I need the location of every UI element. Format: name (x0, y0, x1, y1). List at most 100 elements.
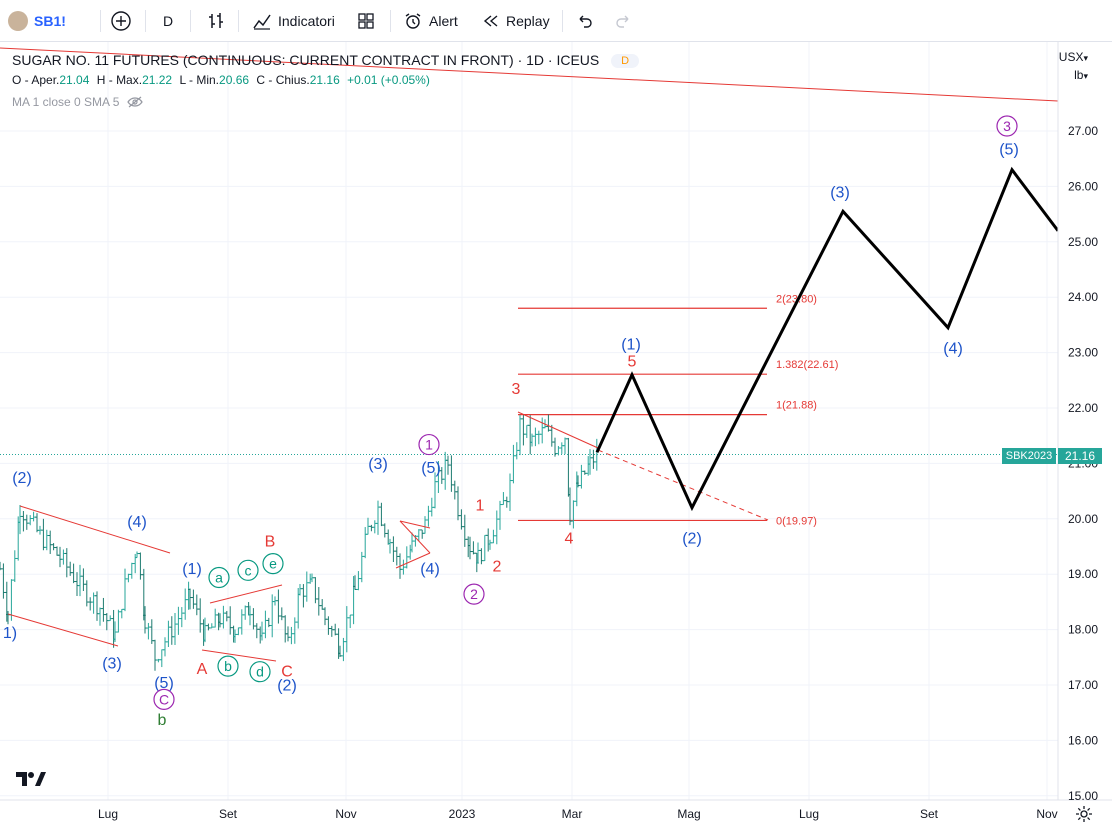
price-axis (1058, 42, 1112, 830)
wave-label-circle (463, 583, 485, 605)
wave-label-text: a (215, 570, 223, 586)
wave-label: 5 (628, 353, 637, 370)
fib-level-label: 1(21.88) (776, 400, 817, 412)
x-tick-label: Nov (1036, 807, 1057, 821)
replay-button[interactable]: Replay (482, 6, 550, 36)
change-value: +0.01 (+0.05%) (347, 73, 430, 87)
alert-button[interactable]: Alert (403, 6, 458, 36)
wave-label-text: (2) (12, 470, 32, 487)
wave-label: 1 (418, 433, 440, 456)
x-tick-label: Lug (98, 807, 118, 821)
chart-legend-title: SUGAR NO. 11 FUTURES (CONTINUOUS: CURREN… (12, 52, 640, 69)
rewind-icon (483, 15, 498, 27)
replay-label: Replay (506, 13, 550, 29)
wave-label: a (208, 566, 230, 589)
trend-line (399, 520, 431, 529)
y-tick-label: 19.00 (1068, 567, 1098, 581)
wave-label-circle (237, 559, 259, 581)
alert-label: Alert (429, 13, 458, 29)
layouts-button[interactable] (356, 6, 376, 36)
indicators-icon (253, 14, 271, 30)
y-tick-label: 27.00 (1068, 124, 1098, 138)
indicators-button[interactable]: Indicatori (252, 6, 335, 36)
tradingview-logo[interactable] (16, 770, 46, 793)
x-tick-label: Nov (335, 807, 356, 821)
wave-label: e (262, 553, 284, 575)
price-chart[interactable]: 2(23.80) 1.382(22.61) 1(21.88) 0(19.97) (2)… (0, 42, 1112, 830)
wave-label: B (265, 534, 276, 551)
high-label: H - Max. (96, 73, 143, 87)
alarm-clock-icon (405, 13, 421, 29)
wave-label-text: (5) (154, 675, 174, 692)
wave-label: 3 (512, 381, 521, 398)
fib-level-label: 0(19.97) (776, 515, 817, 527)
close-label: C - Chius. (256, 73, 310, 87)
wave-label: 4 (565, 531, 574, 548)
undo-button[interactable] (576, 6, 594, 36)
eye-hidden-icon[interactable] (127, 96, 144, 108)
fib-level-label: 1.382(22.61) (776, 359, 838, 371)
interval-button[interactable]: D (163, 6, 173, 36)
wave-label-circle (418, 433, 440, 456)
grid-layout-icon (358, 13, 374, 29)
symbol-logo-icon (8, 11, 28, 31)
legend-title: SUGAR NO. 11 FUTURES (CONTINUOUS: CURREN… (12, 52, 600, 68)
add-symbol-button[interactable] (110, 6, 132, 36)
wave-label-circle (996, 115, 1018, 137)
trend-line (0, 47, 1059, 102)
wave-label-text: C (159, 691, 169, 707)
wave-label: (3) (102, 655, 122, 672)
y-tick-label: 22.00 (1068, 401, 1098, 415)
currency-selector[interactable]: USX▾ (1059, 50, 1088, 64)
wave-label: (3) (368, 456, 388, 473)
y-tick-label: 25.00 (1068, 235, 1098, 249)
wave-label-text: (3) (102, 655, 122, 672)
plus-circle-icon (111, 11, 131, 31)
wave-label-text: 4 (565, 531, 574, 548)
bar-chart-style-icon (209, 13, 223, 28)
close-value: 21.16 (309, 73, 340, 87)
wave-label: 2 (493, 558, 502, 575)
wave-label-text: (3) (368, 456, 388, 473)
x-tick-label: Mar (562, 807, 583, 821)
indicators-label: Indicatori (278, 13, 335, 29)
wave-label: (1) (621, 336, 641, 353)
wave-label: (4) (943, 341, 963, 358)
open-label: O - Aper. (12, 73, 60, 87)
wave-label-circle (208, 566, 230, 589)
y-tick-label: 18.00 (1068, 623, 1098, 637)
symbol-search-button[interactable]: SB1! (8, 6, 66, 36)
y-tick-label: 26.00 (1068, 179, 1098, 193)
ma-indicator-legend[interactable]: MA 1 close 0 SMA 5 (12, 95, 144, 109)
wave-label-text: 3 (1003, 118, 1011, 134)
wave-label-circle (262, 553, 284, 575)
wave-label: (2) (682, 531, 702, 548)
last-price-tag: 21.16 (1058, 448, 1102, 464)
wave-label-text: b (224, 658, 232, 674)
projection-path (595, 166, 1060, 512)
wave-label-text: B (265, 534, 276, 551)
wave-label-text: (5) (999, 141, 1019, 158)
wave-label-text: 2 (493, 558, 502, 575)
wave-label: C (281, 664, 293, 681)
chart-style-button[interactable] (206, 6, 226, 36)
x-tick-label: Set (219, 807, 238, 821)
wave-label-text: (4) (943, 341, 963, 358)
wave-label: (4) (127, 514, 147, 531)
wave-label-text: 1 (425, 437, 433, 453)
wave-label: (4) (420, 561, 440, 578)
wave-label: 1) (3, 625, 17, 642)
wave-label: A (197, 661, 208, 678)
trend-line (395, 552, 431, 569)
unit-selector[interactable]: lb▾ (1074, 68, 1088, 82)
wave-label-text: 2 (470, 586, 478, 602)
y-tick-label: 15.00 (1068, 789, 1098, 803)
settings-button[interactable] (1075, 805, 1093, 828)
redo-button[interactable] (614, 6, 632, 36)
interval-label: D (163, 13, 174, 29)
y-tick-label: 17.00 (1068, 678, 1098, 692)
wave-label-text: b (158, 712, 167, 729)
trend-line (399, 520, 431, 554)
unit-label: lb (1074, 68, 1084, 82)
wave-label-text: (1) (621, 336, 641, 353)
